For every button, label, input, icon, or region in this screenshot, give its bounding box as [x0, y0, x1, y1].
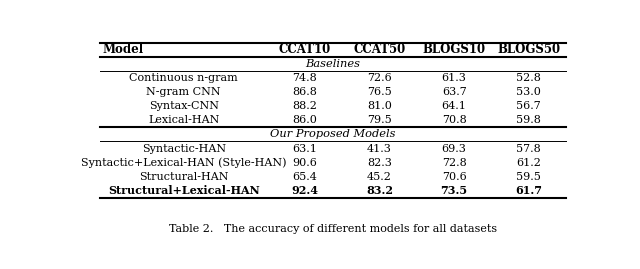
Text: 61.2: 61.2	[516, 158, 541, 168]
Text: 86.8: 86.8	[292, 87, 317, 97]
Text: 70.6: 70.6	[442, 172, 467, 182]
Text: 69.3: 69.3	[442, 144, 467, 154]
Text: Continuous n-gram: Continuous n-gram	[129, 73, 238, 83]
Text: Table 2.   The accuracy of different models for all datasets: Table 2. The accuracy of different model…	[169, 224, 497, 234]
Text: 76.5: 76.5	[367, 87, 392, 97]
Text: 70.8: 70.8	[442, 115, 467, 125]
Text: N-gram CNN: N-gram CNN	[147, 87, 221, 97]
Text: 73.5: 73.5	[440, 185, 468, 196]
Text: Structural+Lexical-HAN: Structural+Lexical-HAN	[108, 185, 260, 196]
Text: 64.1: 64.1	[442, 101, 467, 111]
Text: CCAT50: CCAT50	[353, 43, 406, 56]
Text: Syntactic-HAN: Syntactic-HAN	[141, 144, 226, 154]
Text: 63.1: 63.1	[292, 144, 317, 154]
Text: 45.2: 45.2	[367, 172, 392, 182]
Text: 56.7: 56.7	[516, 101, 541, 111]
Text: 61.7: 61.7	[515, 185, 542, 196]
Text: 52.8: 52.8	[516, 73, 541, 83]
Text: Syntactic+Lexical-HAN (Style-HAN): Syntactic+Lexical-HAN (Style-HAN)	[81, 157, 287, 168]
Text: 82.3: 82.3	[367, 158, 392, 168]
Text: 90.6: 90.6	[292, 158, 317, 168]
Text: Baselines: Baselines	[305, 59, 360, 69]
Text: BLOGS50: BLOGS50	[497, 43, 561, 56]
Text: 88.2: 88.2	[292, 101, 317, 111]
Text: 59.8: 59.8	[516, 115, 541, 125]
Text: 92.4: 92.4	[291, 185, 319, 196]
Text: 61.3: 61.3	[442, 73, 467, 83]
Text: CCAT10: CCAT10	[279, 43, 331, 56]
Text: 74.8: 74.8	[292, 73, 317, 83]
Text: BLOGS10: BLOGS10	[422, 43, 486, 56]
Text: 53.0: 53.0	[516, 87, 541, 97]
Text: 57.8: 57.8	[516, 144, 541, 154]
Text: 65.4: 65.4	[292, 172, 317, 182]
Text: Our Proposed Models: Our Proposed Models	[270, 129, 396, 139]
Text: 81.0: 81.0	[367, 101, 392, 111]
Text: Syntax-CNN: Syntax-CNN	[148, 101, 219, 111]
Text: 86.0: 86.0	[292, 115, 317, 125]
Text: 59.5: 59.5	[516, 172, 541, 182]
Text: 72.8: 72.8	[442, 158, 467, 168]
Text: Lexical-HAN: Lexical-HAN	[148, 115, 220, 125]
Text: 41.3: 41.3	[367, 144, 392, 154]
Text: 79.5: 79.5	[367, 115, 392, 125]
Text: Structural-HAN: Structural-HAN	[139, 172, 228, 182]
Text: Model: Model	[102, 43, 143, 56]
Text: 83.2: 83.2	[366, 185, 393, 196]
Text: 63.7: 63.7	[442, 87, 467, 97]
Text: 72.6: 72.6	[367, 73, 392, 83]
